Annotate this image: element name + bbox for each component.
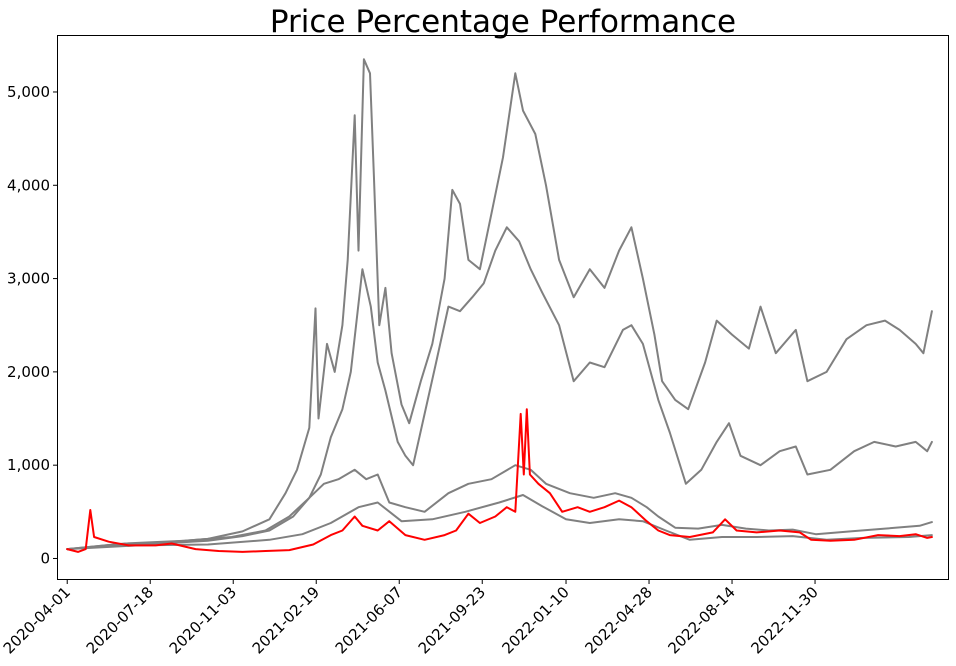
x-tick-label: 2020-04-01 bbox=[0, 583, 74, 657]
series-line-1 bbox=[66, 58, 933, 551]
axes-frame bbox=[57, 35, 949, 580]
y-tick-label: 0 bbox=[40, 549, 50, 567]
x-tick-label: 2021-02-19 bbox=[249, 583, 323, 657]
series-line-2 bbox=[66, 226, 933, 551]
y-axis: 0 1,000 2,000 3,000 4,000 5,000 bbox=[7, 83, 58, 567]
y-tick-label: 4,000 bbox=[7, 176, 50, 194]
y-tick-label: 3,000 bbox=[7, 270, 50, 288]
x-tick-label: 2022-01-10 bbox=[498, 583, 572, 657]
chart-title: Price Percentage Performance bbox=[270, 4, 736, 40]
x-tick-label: 2021-06-07 bbox=[332, 583, 406, 657]
y-tick-label: 2,000 bbox=[7, 363, 50, 381]
x-tick-label: 2022-11-30 bbox=[747, 583, 821, 657]
series-line-4 bbox=[66, 494, 933, 551]
x-tick-label: 2020-11-03 bbox=[166, 583, 240, 657]
y-tick-label: 1,000 bbox=[7, 456, 50, 474]
series-line-5 bbox=[66, 408, 933, 553]
x-axis: 2020-04-01 2020-07-18 2020-11-03 2021-02-19… bbox=[0, 579, 822, 657]
x-tick-label: 2020-07-18 bbox=[83, 583, 157, 657]
plot-area bbox=[66, 58, 933, 553]
y-tick-label: 5,000 bbox=[7, 83, 50, 101]
x-tick-label: 2021-09-23 bbox=[415, 583, 489, 657]
x-tick-label: 2022-08-14 bbox=[664, 583, 738, 657]
x-tick-label: 2022-04-28 bbox=[581, 583, 655, 657]
